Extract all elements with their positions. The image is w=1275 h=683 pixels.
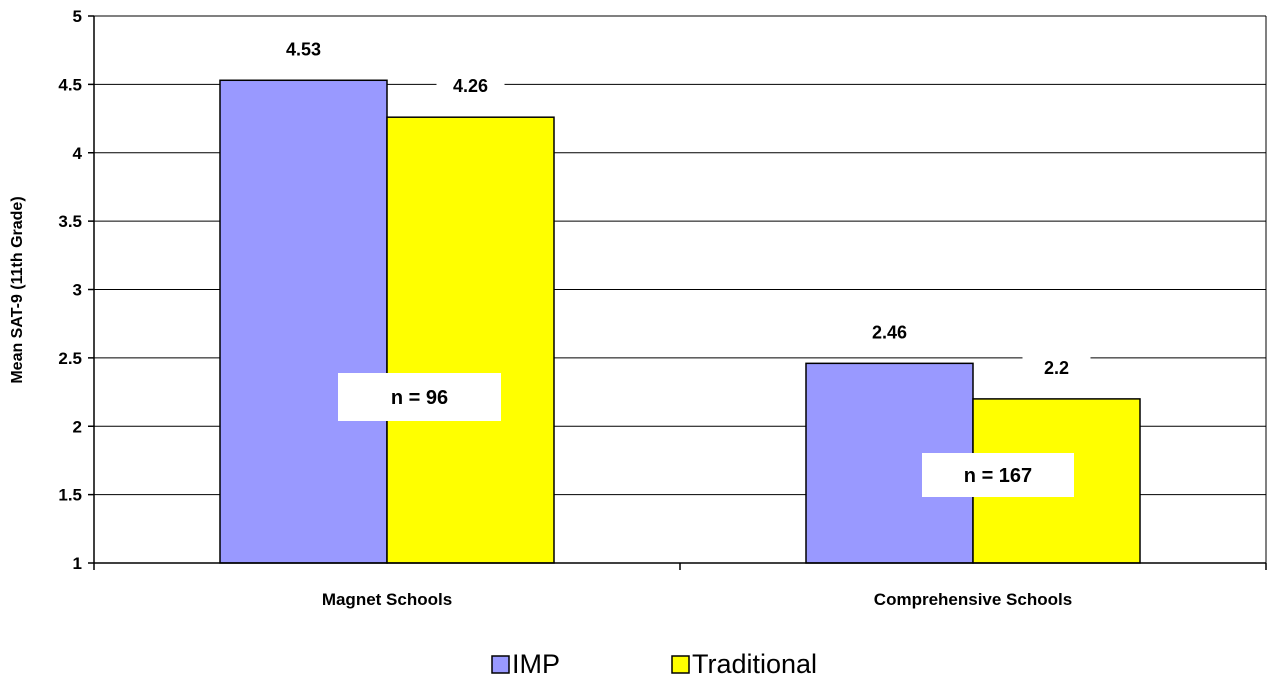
y-axis-title: Mean SAT-9 (11th Grade)	[9, 196, 26, 383]
bar-traditional-0	[386, 116, 555, 564]
bars	[219, 79, 1141, 564]
y-tick-label: 1	[73, 554, 82, 573]
value-label: 2.2	[1044, 358, 1069, 378]
legend-swatch	[671, 655, 690, 674]
annotation-box	[338, 373, 501, 421]
axes	[88, 15, 1267, 570]
y-tick-label: 3	[73, 281, 82, 300]
value-label: 2.46	[872, 322, 907, 342]
legend-label: IMP	[512, 649, 560, 679]
y-tick-labels: 1 1.5 2 2.5 3 3.5 4 4.5 5	[58, 7, 82, 573]
legend-swatch	[491, 655, 510, 674]
value-label: 4.53	[286, 39, 321, 59]
x-category-label: Comprehensive Schools	[874, 590, 1072, 609]
annotation-box	[922, 453, 1074, 497]
y-tick-label: 2.5	[58, 349, 82, 368]
y-tick-label: 1.5	[58, 486, 82, 505]
y-tick-label: 3.5	[58, 212, 82, 231]
y-tick-label: 2	[73, 417, 82, 436]
x-category-label: Magnet Schools	[322, 590, 452, 609]
value-label-bg	[269, 38, 338, 63]
y-tick-label: 5	[73, 7, 82, 26]
legend-label: Traditional	[692, 649, 817, 679]
annotation-text: n = 167	[964, 465, 1032, 487]
value-labels: 4.53 2.46 4.26 2.2	[269, 38, 1091, 381]
value-label: 4.26	[453, 76, 488, 96]
y-tick-label: 4.5	[58, 75, 82, 94]
annotation-text: n = 96	[391, 387, 448, 409]
legend: IMP Traditional	[491, 649, 817, 679]
value-label-bg	[1022, 356, 1091, 381]
x-category-labels: Magnet Schools Comprehensive Schools	[322, 590, 1072, 609]
value-label-bg	[436, 75, 505, 100]
annotations: n = 96 n = 167	[338, 373, 1074, 497]
bar-imp-0	[219, 79, 388, 564]
y-tick-label: 4	[73, 144, 83, 163]
value-label-bg	[855, 321, 924, 346]
